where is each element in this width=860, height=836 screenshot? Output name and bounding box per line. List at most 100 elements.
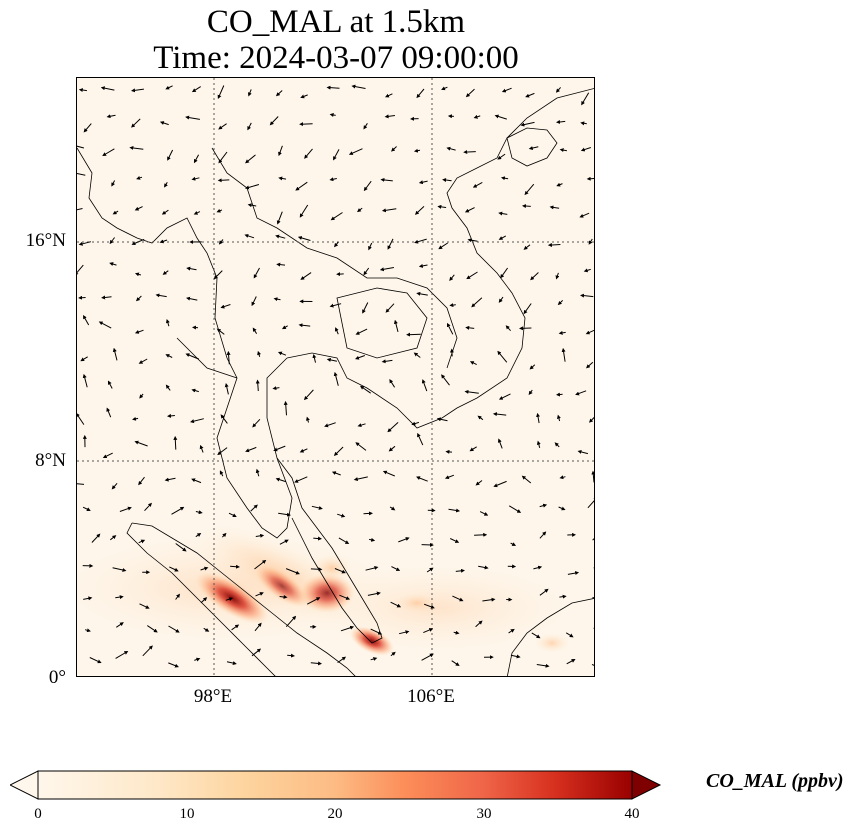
wind-arrow	[505, 325, 511, 332]
colorbar	[10, 770, 662, 800]
wind-arrow	[413, 352, 421, 358]
map-title-line2: Time: 2024-03-07 09:00:00	[153, 40, 519, 76]
wind-arrow	[278, 145, 283, 157]
wind-arrow	[306, 597, 321, 605]
wind-arrow	[536, 440, 541, 449]
wind-arrow	[448, 508, 461, 513]
wind-arrow	[220, 414, 228, 424]
wind-arrow	[119, 506, 132, 512]
wind-arrow	[134, 206, 143, 211]
wind-arrow	[112, 210, 119, 215]
wind-arrow	[164, 477, 176, 482]
wind-arrow	[185, 115, 200, 120]
wind-arrow	[449, 538, 460, 543]
wind-arrow	[98, 321, 112, 329]
wind-arrow	[273, 297, 281, 302]
wind-arrow	[213, 270, 223, 280]
wind-arrow	[218, 239, 224, 245]
wind-arrow	[254, 559, 267, 570]
wind-arrow	[340, 625, 355, 632]
wind-arrow	[339, 594, 351, 600]
wind-arrow	[276, 211, 283, 225]
wind-arrow	[295, 181, 308, 191]
wind-arrow	[528, 389, 533, 395]
wind-arrow	[492, 412, 507, 417]
wind-arrow	[285, 568, 300, 575]
wind-arrow	[77, 264, 84, 276]
wind-arrow	[455, 568, 465, 573]
wind-arrow	[587, 496, 594, 509]
wind-arrow	[333, 446, 344, 456]
wind-arrow	[531, 632, 541, 639]
wind-arrow	[102, 148, 115, 157]
wind-arrow	[589, 417, 594, 423]
wind-arrow	[279, 539, 289, 545]
wind-arrow	[171, 506, 185, 515]
wind-arrow	[333, 149, 340, 161]
wind-arrow	[175, 543, 187, 552]
wind-vectors	[77, 84, 594, 668]
wind-arrow	[391, 146, 397, 152]
wind-arrow	[475, 620, 483, 628]
wind-arrow	[463, 150, 476, 155]
wind-arrow	[539, 503, 548, 508]
wind-arrow	[299, 122, 313, 127]
wind-arrow	[416, 476, 428, 482]
wind-arrow	[357, 207, 363, 213]
wind-arrow	[312, 353, 317, 363]
wind-arrow	[230, 564, 240, 569]
wind-arrow	[91, 533, 101, 543]
wind-arrow	[186, 296, 198, 301]
wind-arrow	[338, 537, 350, 545]
wind-arrow	[111, 180, 116, 187]
wind-arrow	[329, 113, 336, 117]
wind-arrow	[139, 603, 150, 609]
wind-arrow	[299, 204, 309, 218]
wind-arrow	[276, 262, 286, 267]
wind-arrow	[255, 533, 265, 538]
wind-arrow	[520, 121, 535, 127]
wind-arrow	[165, 354, 173, 358]
wind-arrow	[250, 504, 258, 512]
wind-arrow	[351, 84, 366, 89]
wind-arrow	[115, 650, 129, 659]
wind-arrow	[304, 148, 313, 159]
wind-arrow	[221, 532, 227, 538]
wind-arrow	[324, 422, 336, 428]
wind-arrow	[112, 347, 118, 361]
wind-arrow	[116, 622, 124, 628]
wind-arrow	[367, 591, 381, 596]
wind-arrow	[175, 593, 180, 600]
wind-arrow	[165, 85, 173, 90]
wind-arrow	[355, 355, 365, 360]
wind-arrow	[218, 123, 227, 130]
wind-arrow	[112, 567, 127, 572]
wind-arrow	[218, 151, 228, 164]
wind-arrow	[102, 452, 113, 459]
wind-arrow	[475, 480, 483, 486]
wind-arrow	[498, 235, 507, 240]
wind-arrow	[77, 208, 83, 211]
wind-arrow	[477, 415, 484, 421]
colorbar-gradient	[37, 770, 633, 800]
wind-arrow	[379, 267, 394, 272]
wind-arrow	[390, 651, 396, 657]
wind-arrow	[426, 567, 434, 573]
colorbar-label: CO_MAL (ppbv)	[706, 770, 844, 792]
wind-arrow	[115, 595, 124, 600]
wind-arrow	[580, 121, 587, 126]
wind-arrow	[497, 350, 508, 363]
wind-arrow	[255, 468, 260, 477]
wind-arrow	[80, 356, 88, 362]
wind-arrow	[558, 330, 566, 335]
lon-label-98e: 98°E	[193, 686, 233, 707]
wind-arrow	[78, 88, 87, 93]
wind-arrow	[529, 364, 536, 370]
wind-arrow	[466, 271, 478, 280]
wind-arrow	[330, 212, 343, 221]
wind-arrow	[536, 663, 550, 668]
wind-arrow	[139, 393, 144, 399]
wind-arrow	[225, 597, 234, 602]
wind-arrow	[547, 242, 561, 247]
wind-arrow	[220, 304, 231, 309]
